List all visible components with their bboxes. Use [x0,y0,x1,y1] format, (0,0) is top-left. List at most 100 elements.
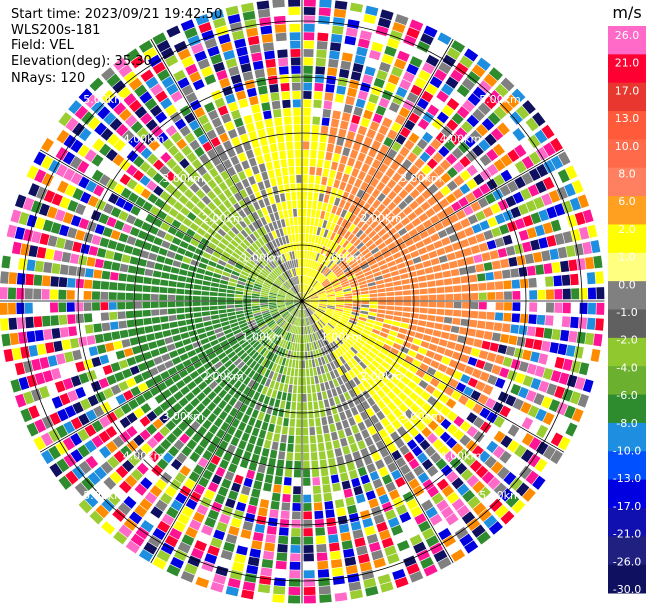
ppi-gate [303,124,311,133]
ppi-gate [174,472,187,484]
ppi-gate [273,381,280,391]
ppi-gate [352,63,364,73]
ppi-gate [290,307,296,314]
ppi-gate [198,332,208,340]
ppi-gate [425,208,436,218]
ppi-gate [70,156,83,170]
ppi-gate [500,154,513,167]
ppi-gate [290,544,301,553]
ppi-gate [201,291,210,296]
ppi-gate [326,143,335,153]
ppi-gate [292,393,297,402]
ppi-gate [446,542,461,555]
ppi-gate [425,243,435,252]
ppi-gate [310,301,319,304]
ppi-gate [348,223,356,233]
ppi-gate [475,329,485,339]
ppi-gate [264,359,271,369]
ppi-gate [208,334,217,342]
ppi-gate [335,306,344,310]
ppi-gate [256,365,264,374]
ppi-gate [86,221,98,233]
ppi-gate [329,550,342,560]
ppi-gate [303,494,312,503]
ppi-gate [279,365,285,374]
ppi-gate [281,245,286,254]
ppi-gate [185,283,194,289]
ppi-gate [380,417,391,428]
ppi-gate [322,168,330,178]
ppi-gate [442,270,452,278]
ppi-gate [319,228,325,237]
ppi-gate [295,301,302,307]
ppi-gate [404,355,414,364]
ppi-gate [347,233,355,242]
ppi-gate [266,525,277,535]
ppi-gate [528,151,542,165]
ppi-gate [320,467,329,477]
ppi-gate [455,462,468,475]
ppi-gate [308,268,313,277]
ppi-gate [281,502,291,511]
ppi-gate [129,256,139,265]
ppi-gate [371,159,381,170]
ppi-gate [308,418,315,427]
ppi-gate [243,216,251,226]
ppi-gate [352,292,361,296]
ppi-gate [78,460,92,475]
ppi-gate [70,172,83,185]
ppi-gate [297,309,301,318]
ppi-gate [99,143,112,157]
ppi-gate [121,338,131,348]
ppi-gate [375,459,385,470]
ppi-gate [434,413,445,424]
ppi-gate [327,525,338,535]
ppi-gate [299,275,301,284]
ppi-gate [349,317,358,322]
ppi-gate [318,400,325,409]
ppi-gate [335,290,344,294]
ppi-gate [247,379,255,388]
ppi-gate [288,269,293,278]
ppi-gate [445,294,454,301]
ppi-gate [520,449,534,463]
ppi-gate [376,181,386,192]
ppi-gate [310,302,319,306]
ppi-gate [173,520,186,533]
range-ring-label: 4.00km [440,133,482,146]
ppi-gate [379,144,390,155]
ppi-gate [274,569,287,578]
ppi-gate [333,224,340,233]
ppi-gate [134,302,142,309]
ppi-gate [478,282,487,291]
ppi-gate [10,209,22,223]
ppi-gate [95,83,110,98]
ppi-gate [284,468,293,478]
ppi-gate [228,206,237,216]
ppi-gate [302,309,305,318]
ppi-gate [123,71,138,85]
ppi-gate [512,290,521,300]
ppi-gate [101,322,111,332]
ppi-gate [115,242,126,252]
ppi-gate [3,239,14,254]
ppi-gate [459,407,471,419]
colorbar-segment [608,139,646,169]
nrays-label: NRays: 120 [11,71,86,86]
ppi-gate [245,406,254,416]
ppi-gate [302,295,309,301]
ppi-gate [341,280,349,286]
ppi-gate [317,150,325,160]
ppi-gate [368,147,378,158]
ppi-gate [258,335,266,343]
ppi-gate [323,238,329,247]
ppi-gate [419,288,428,295]
ppi-gate [94,466,107,480]
ppi-gate [334,310,343,314]
ppi-gate [285,299,294,301]
ppi-gate [210,287,219,292]
ppi-gate [306,317,310,326]
ppi-gate [344,221,352,230]
ppi-gate [161,389,172,399]
ppi-gate [289,307,296,313]
